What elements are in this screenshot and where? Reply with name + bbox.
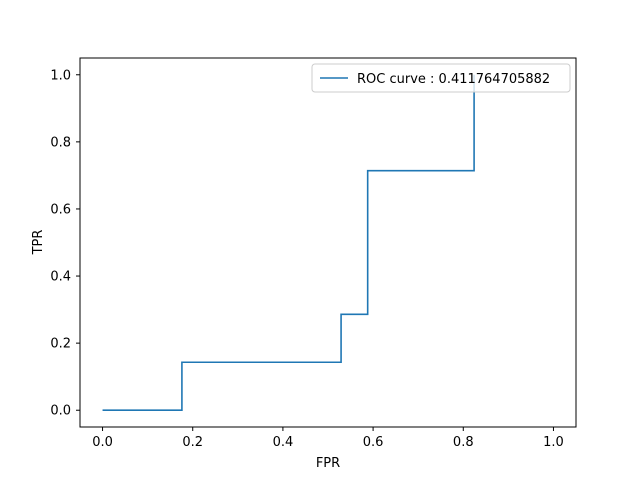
x-tick-label: 0.4 <box>273 435 294 450</box>
y-tick-label: 0.6 <box>50 202 71 217</box>
legend-entry-label: ROC curve : 0.411764705882 <box>357 72 550 87</box>
x-tick-label: 0.8 <box>453 435 474 450</box>
x-tick-label: 0.2 <box>182 435 203 450</box>
y-tick-label: 0.8 <box>50 135 71 150</box>
x-tick-label: 0.0 <box>92 435 113 450</box>
legend: ROC curve : 0.411764705882 <box>311 63 571 93</box>
y-axis-label: TPR <box>31 230 46 256</box>
legend-box <box>311 63 571 93</box>
y-tick-label: 0.0 <box>50 404 71 419</box>
y-axis-ticks: 0.0 0.2 0.4 0.6 0.8 1.0 <box>50 68 80 419</box>
x-tick-label: 0.6 <box>363 435 384 450</box>
y-tick-label: 0.2 <box>50 337 71 352</box>
plot-area <box>80 58 576 427</box>
roc-curve-line <box>102 74 475 412</box>
x-axis-ticks: 0.0 0.2 0.4 0.6 0.8 1.0 <box>92 427 564 450</box>
y-tick-label: 0.4 <box>50 270 71 285</box>
y-tick-label: 1.0 <box>50 68 71 83</box>
plot-frame <box>79 57 577 428</box>
series-layer <box>102 74 475 412</box>
x-tick-label: 1.0 <box>543 435 564 450</box>
x-axis-label: FPR <box>316 456 340 471</box>
